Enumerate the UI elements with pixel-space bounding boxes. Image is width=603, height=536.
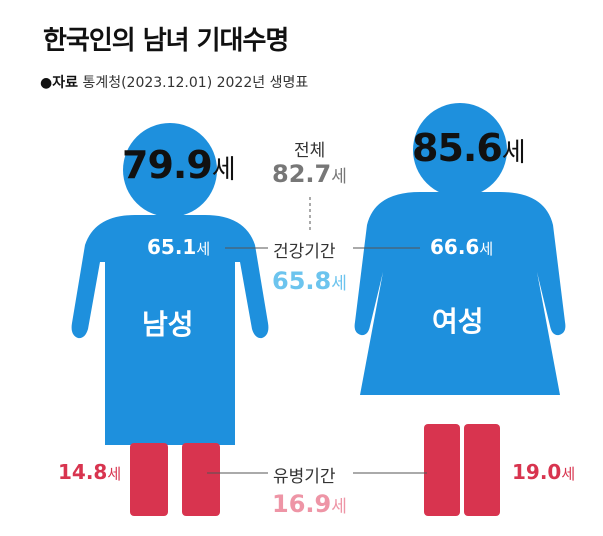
male-left-leg: [130, 443, 168, 516]
total-healthy-period: 65.8세: [272, 267, 347, 295]
male-life-expectancy: 79.9세: [122, 143, 236, 187]
total-healthy-value: 65.8: [272, 267, 332, 295]
male-sick-value: 14.8: [58, 460, 108, 484]
male-torso: [71, 215, 269, 445]
female-healthy-body: [354, 103, 566, 395]
female-figure: [354, 103, 566, 516]
female-life-expectancy: 85.6세: [412, 126, 526, 170]
female-sick-legs: [424, 424, 500, 516]
female-right-leg: [464, 424, 500, 516]
female-healthy-unit: 세: [479, 240, 494, 258]
male-healthy-body: [71, 123, 269, 445]
male-right-leg: [182, 443, 220, 516]
female-life-unit: 세: [501, 138, 526, 168]
female-head: [413, 103, 507, 197]
female-dress: [354, 192, 566, 395]
male-sick-legs: [130, 443, 220, 516]
female-healthy-value: 66.6: [430, 235, 480, 259]
female-sick-value: 19.0: [512, 460, 562, 484]
source-note: ●자료 통계청(2023.12.01) 2022년 생명표: [40, 72, 308, 92]
male-head: [123, 123, 217, 217]
female-label: 여성: [432, 305, 484, 338]
female-sick-period: 19.0세: [512, 460, 575, 484]
total-sick-period: 16.9세: [272, 490, 347, 518]
male-healthy-period: 65.1세: [147, 235, 210, 259]
total-life-unit: 세: [331, 167, 347, 187]
female-sick-unit: 세: [561, 465, 576, 483]
total-life-expectancy: 82.7세: [272, 160, 347, 188]
male-healthy-unit: 세: [196, 240, 211, 258]
healthy-period-caption: 건강기간: [273, 242, 336, 262]
male-healthy-value: 65.1: [147, 235, 197, 259]
source-text: 통계청(2023.12.01) 2022년 생명표: [82, 75, 309, 91]
total-caption: 전체: [294, 141, 326, 161]
female-left-leg: [424, 424, 460, 516]
male-label: 남성: [142, 308, 194, 341]
total-healthy-unit: 세: [331, 274, 347, 294]
female-healthy-period: 66.6세: [430, 235, 493, 259]
male-life-unit: 세: [211, 155, 236, 185]
chart-title: 한국인의 남녀 기대수명: [43, 26, 289, 56]
male-life-value: 79.9: [122, 143, 213, 187]
female-life-value: 85.6: [412, 126, 503, 170]
male-sick-unit: 세: [107, 465, 122, 483]
total-sick-value: 16.9: [272, 490, 332, 518]
male-sick-period: 14.8세: [58, 460, 121, 484]
source-label: ●자료: [40, 75, 78, 91]
total-sick-unit: 세: [331, 497, 347, 517]
total-life-value: 82.7: [272, 160, 332, 188]
male-figure: [71, 123, 269, 516]
sick-period-caption: 유병기간: [273, 467, 336, 487]
